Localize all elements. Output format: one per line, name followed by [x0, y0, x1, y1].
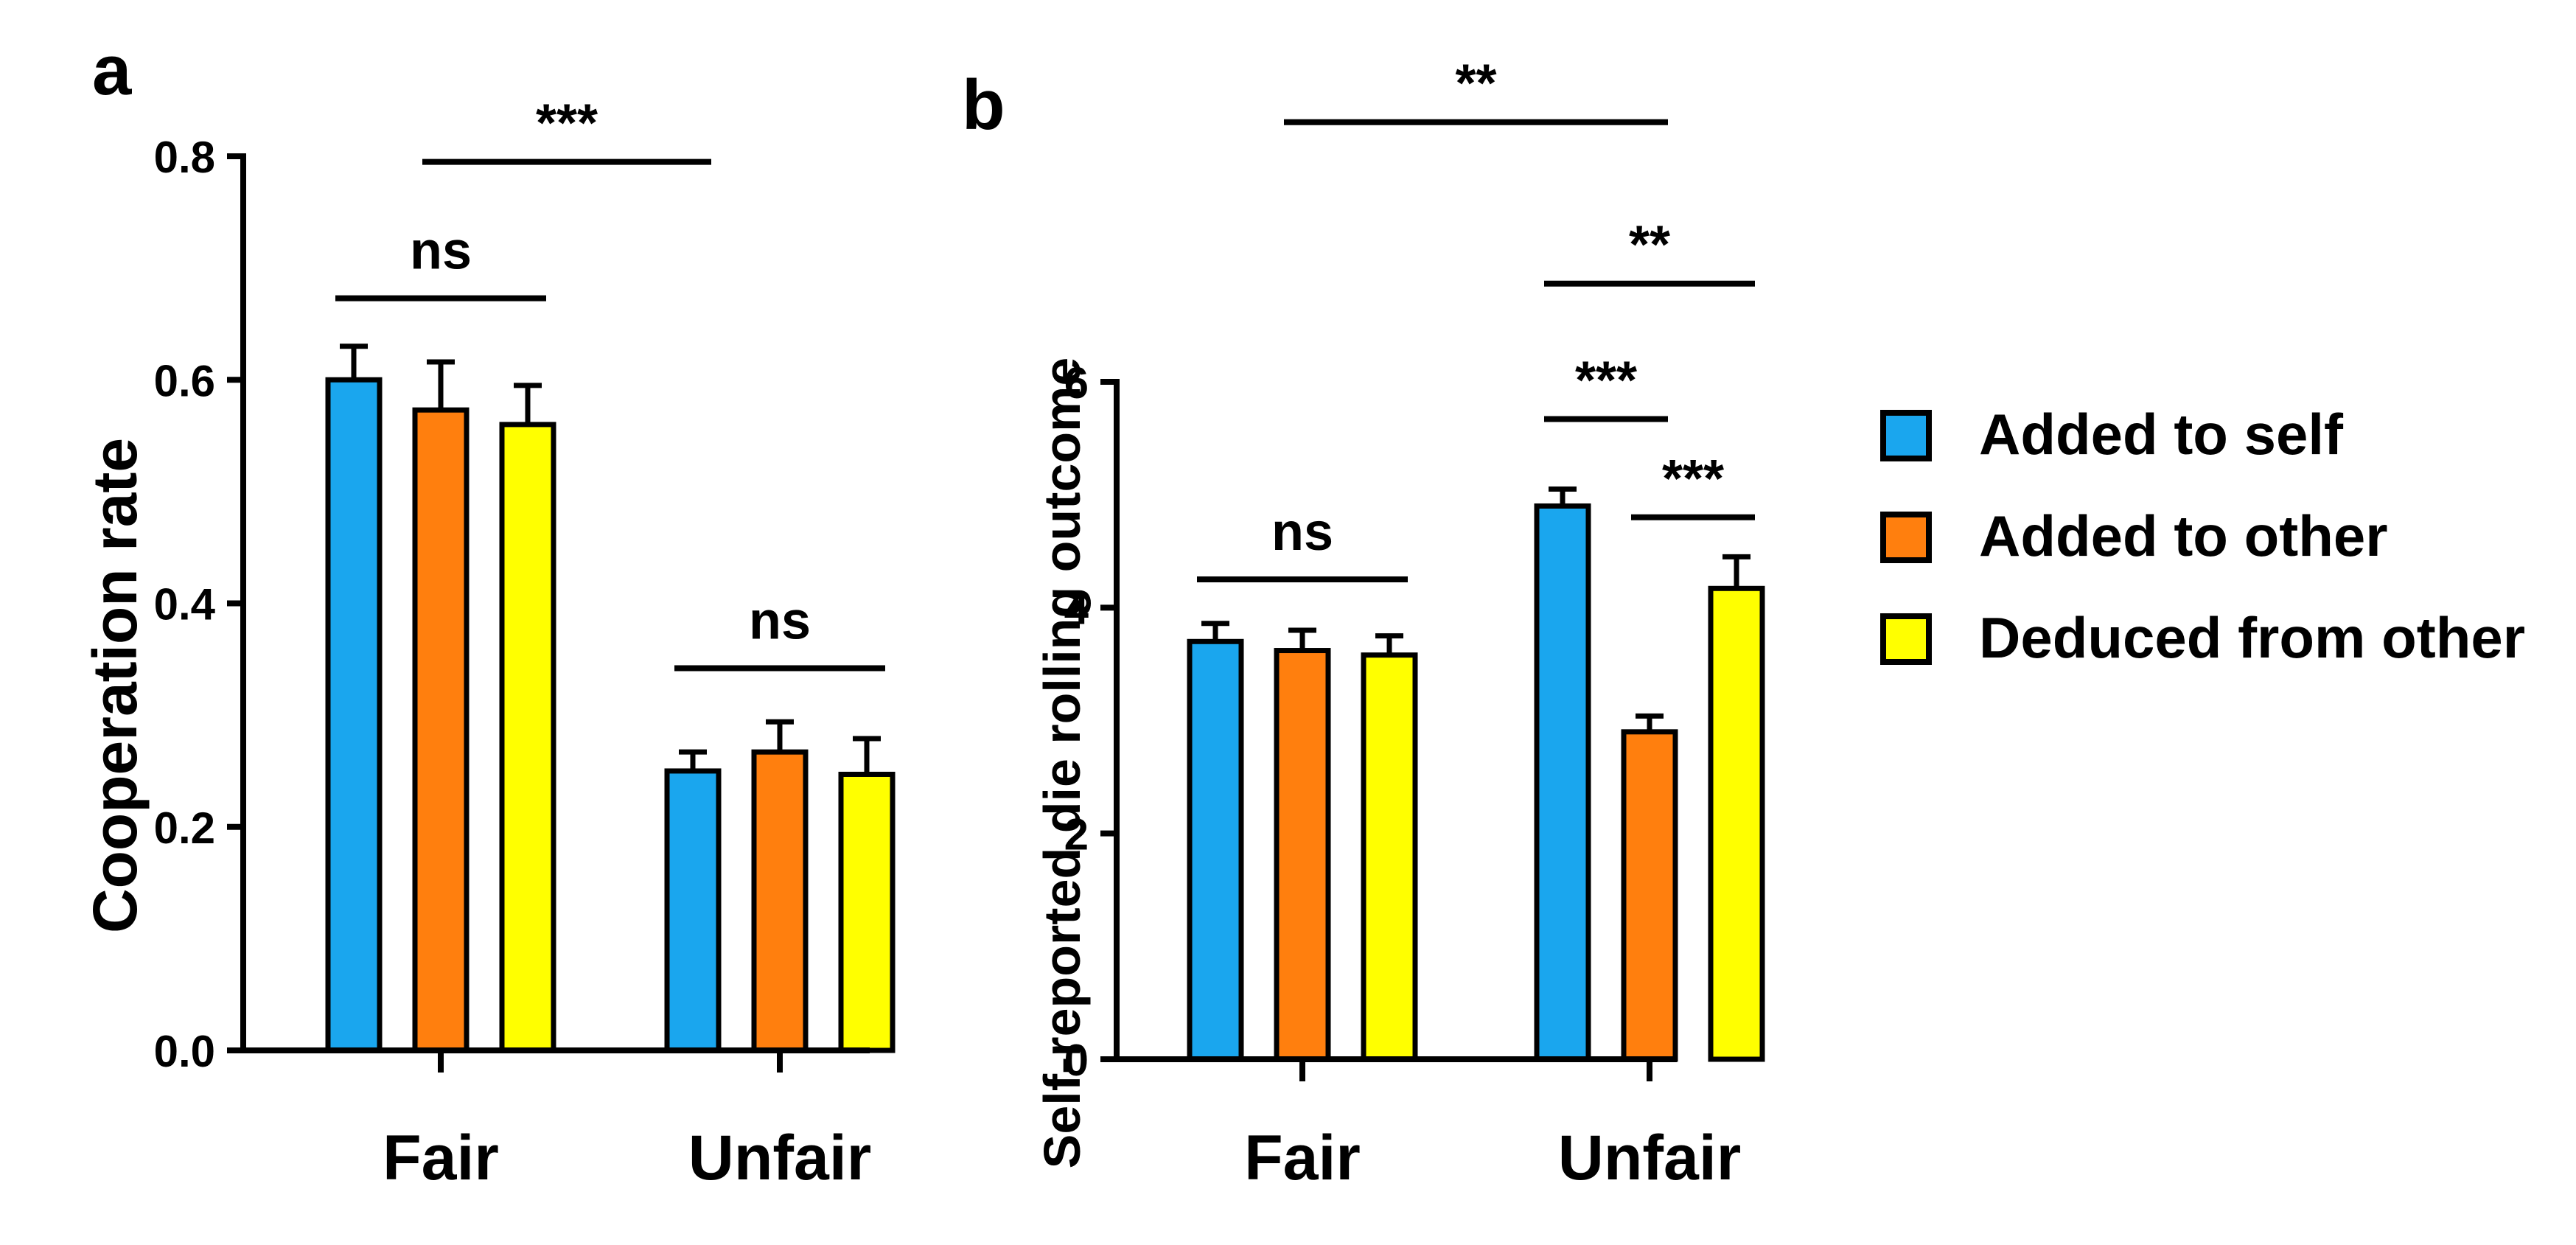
y-axis-label: Cooperation rate: [80, 438, 150, 933]
significance-label: ***: [1662, 450, 1724, 509]
x-tick-label: Unfair: [688, 1123, 871, 1193]
bar: [1708, 585, 1765, 1062]
significance-label: ns: [749, 591, 811, 650]
bar: [1621, 729, 1678, 1062]
x-tick-label: Fair: [1244, 1123, 1361, 1193]
bar: [1274, 648, 1331, 1062]
legend-swatch: [1880, 613, 1932, 665]
bar: [1534, 503, 1591, 1062]
bar: [664, 768, 722, 1053]
bar: [751, 749, 809, 1053]
bar: [412, 407, 470, 1053]
panel-letter-b: b: [962, 66, 1005, 144]
bar: [838, 771, 896, 1053]
significance-label: ns: [410, 222, 472, 281]
panel-a: a Cooperation rate 0.0 0.2 0.4 0.6 0.8 Fair Un…: [80, 31, 896, 1193]
legend-swatch: [1880, 410, 1932, 461]
y-axis-label: Self-reported die rolling outcome: [1033, 358, 1091, 1169]
y-tick-label: 0.4: [154, 580, 216, 630]
y-tick-label: 6: [1064, 358, 1089, 408]
y-tick-label: 0.8: [154, 133, 215, 182]
y-tick-label: 0.2: [154, 803, 215, 853]
significance-label: ***: [1575, 352, 1637, 411]
significance-label: **: [1629, 216, 1670, 275]
significance-label: **: [1455, 55, 1496, 114]
legend-label: Deduced from other: [1979, 605, 2525, 670]
bar: [1361, 652, 1418, 1062]
panel-b: b Self-reported die rolling outcome 0 2 4 6…: [962, 55, 1765, 1193]
plot-area-a: 0.0 0.2 0.4 0.6 0.8 Fair Unfair ns ns ***: [154, 94, 896, 1193]
legend: Added to self Added to other Deduced from …: [1880, 402, 2525, 670]
significance-label: ns: [1271, 503, 1333, 562]
panel-letter-a: a: [92, 31, 132, 110]
bar: [1187, 638, 1244, 1062]
legend-swatch: [1880, 512, 1932, 563]
legend-label: Added to self: [1979, 402, 2344, 467]
legend-label: Added to other: [1979, 503, 2388, 568]
y-tick-label: 0.6: [154, 356, 215, 405]
y-tick-label: 0.0: [154, 1027, 215, 1076]
y-tick-label: 4: [1064, 584, 1089, 633]
bar: [499, 422, 556, 1053]
x-tick-label: Fair: [383, 1123, 499, 1193]
x-tick-label: Unfair: [1558, 1123, 1741, 1193]
y-tick-label: 2: [1064, 810, 1089, 859]
bar: [325, 377, 383, 1053]
significance-label: ***: [536, 94, 598, 153]
y-tick-label: 0: [1064, 1036, 1089, 1085]
